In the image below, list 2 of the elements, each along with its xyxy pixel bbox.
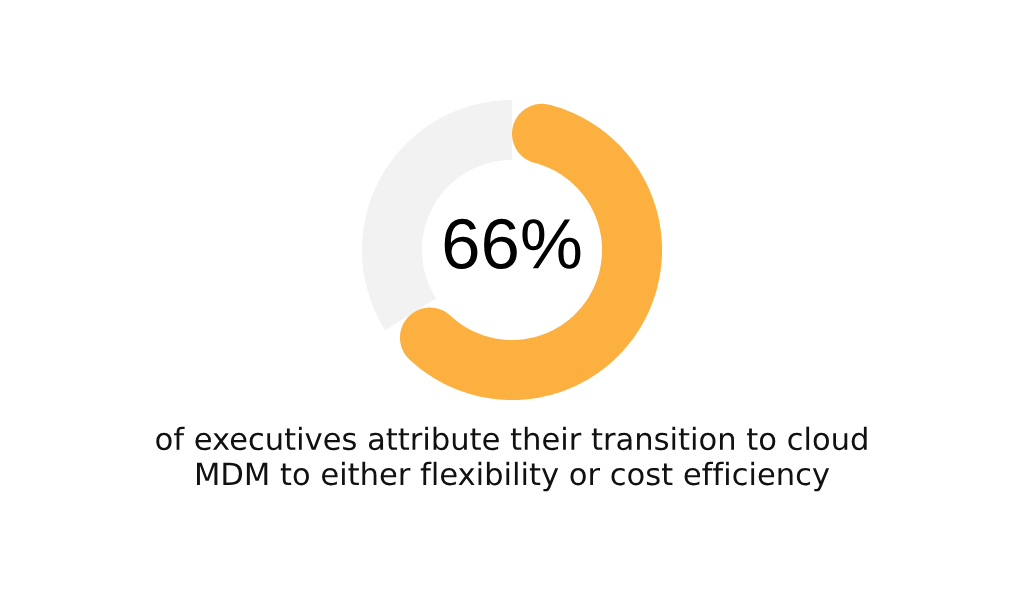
data-label: 66% xyxy=(444,218,581,270)
text: of executives attribute their transition to cloud MDM to either flexibility or cost efficiency xyxy=(156,426,867,492)
